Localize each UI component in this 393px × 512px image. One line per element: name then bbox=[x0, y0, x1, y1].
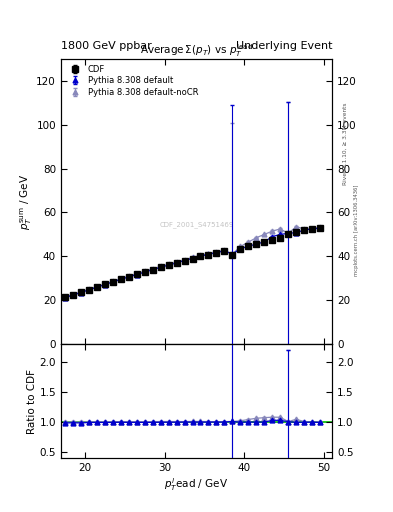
X-axis label: $p_T^l{\rm ead}$ / GeV: $p_T^l{\rm ead}$ / GeV bbox=[164, 476, 229, 493]
Y-axis label: $p_T^{\rm sum}$ / GeV: $p_T^{\rm sum}$ / GeV bbox=[18, 173, 33, 230]
Text: Underlying Event: Underlying Event bbox=[235, 41, 332, 51]
Text: Rivet 3.1.10, ≥ 3.3M events: Rivet 3.1.10, ≥ 3.3M events bbox=[343, 102, 348, 185]
Text: mcplots.cern.ch [arXiv:1306.3436]: mcplots.cern.ch [arXiv:1306.3436] bbox=[354, 185, 359, 276]
Text: CDF_2001_S4751469: CDF_2001_S4751469 bbox=[159, 221, 234, 228]
Title: Average$\,\Sigma(p_T)$ vs $p_T^{\rm lead}$: Average$\,\Sigma(p_T)$ vs $p_T^{\rm lead… bbox=[140, 42, 253, 59]
Y-axis label: Ratio to CDF: Ratio to CDF bbox=[27, 369, 37, 434]
Text: 1800 GeV ppbar: 1800 GeV ppbar bbox=[61, 41, 152, 51]
Legend: CDF, Pythia 8.308 default, Pythia 8.308 default-noCR: CDF, Pythia 8.308 default, Pythia 8.308 … bbox=[65, 63, 200, 98]
